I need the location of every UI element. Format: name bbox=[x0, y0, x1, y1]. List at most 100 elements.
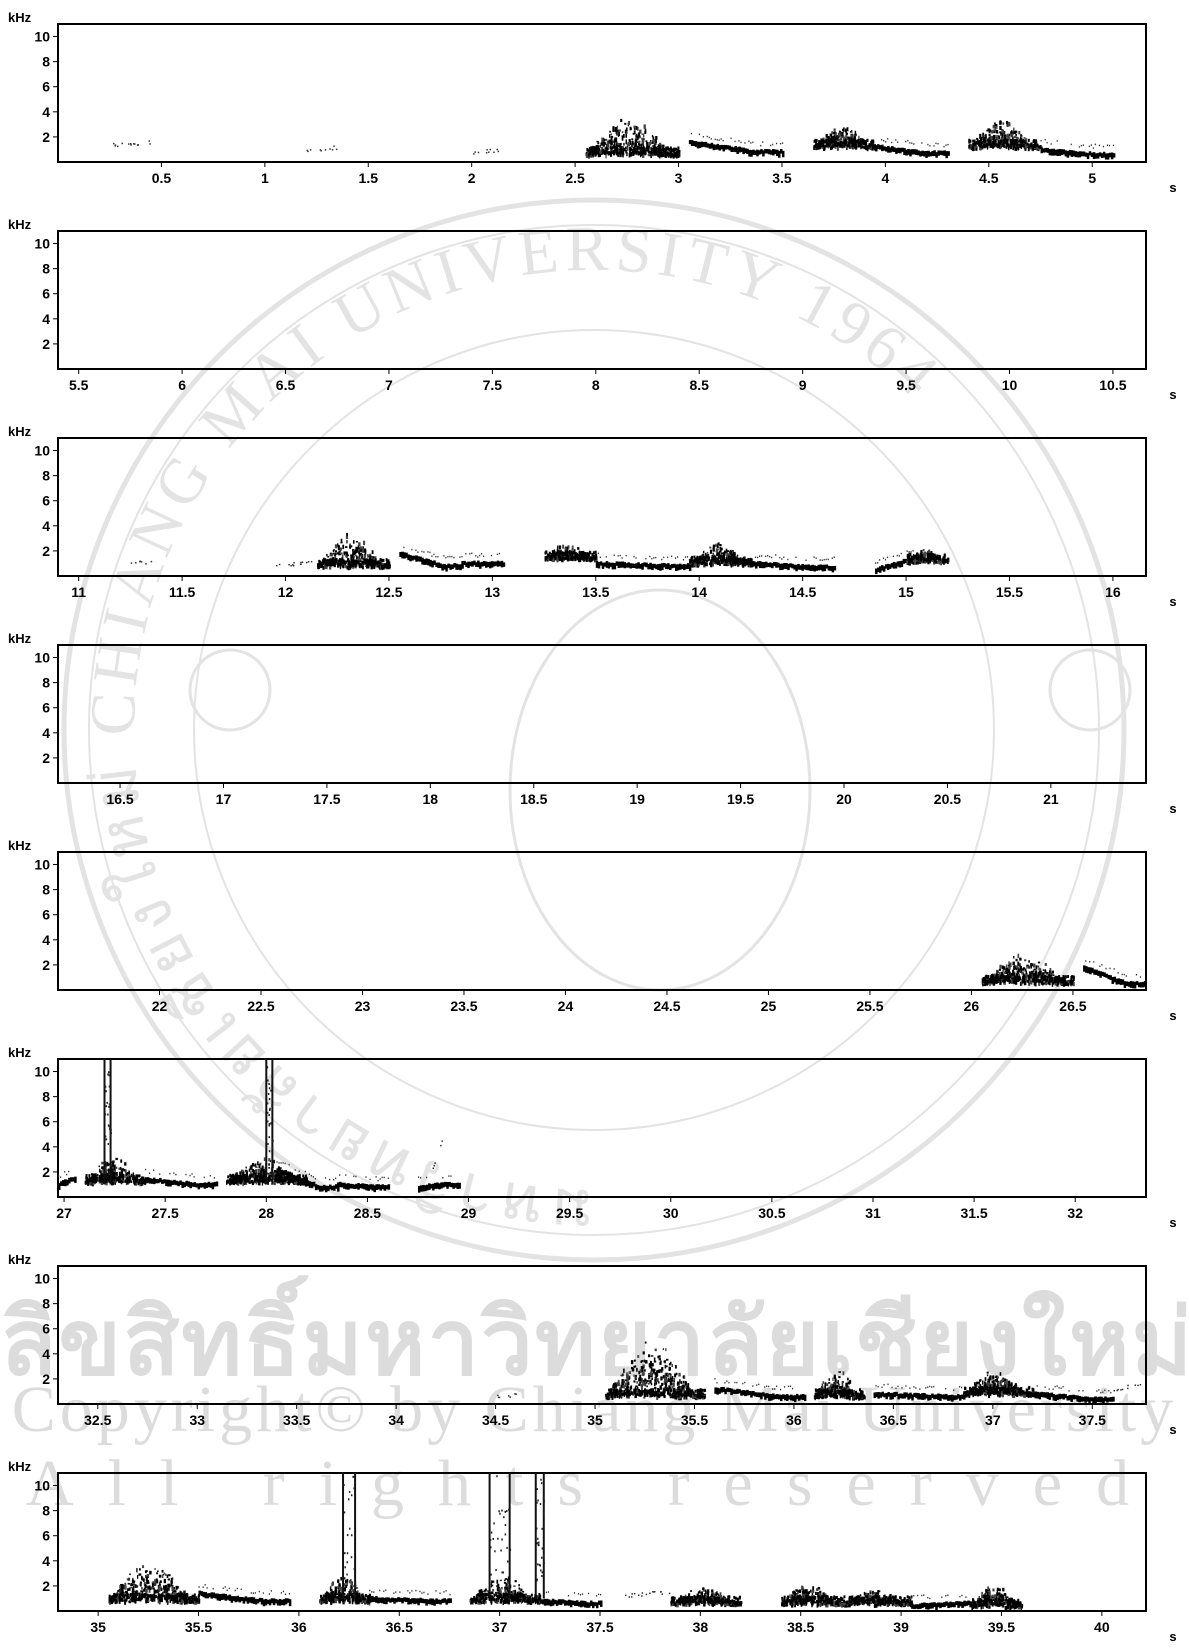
y-axis-unit-label: kHz bbox=[8, 631, 32, 646]
x-tick-label: 6 bbox=[178, 377, 186, 393]
x-tick-label: 12.5 bbox=[375, 584, 402, 600]
y-tick-label: 6 bbox=[42, 907, 50, 923]
y-tick-label: 6 bbox=[42, 79, 50, 95]
x-tick-label: 32 bbox=[1067, 1205, 1083, 1221]
y-tick-label: 4 bbox=[42, 518, 50, 534]
x-tick-label: 20.5 bbox=[934, 791, 961, 807]
x-tick-label: 1 bbox=[261, 170, 269, 186]
x-tick-label: 9.5 bbox=[896, 377, 916, 393]
x-tick-label: 40 bbox=[1094, 1619, 1110, 1635]
x-tick-label: 37 bbox=[985, 1412, 1001, 1428]
x-tick-label: 35.5 bbox=[185, 1619, 212, 1635]
vocalization-whistle bbox=[417, 1175, 461, 1193]
vocalization-faint bbox=[112, 140, 151, 148]
vocalization-faint bbox=[497, 1393, 517, 1399]
y-axis-unit-label: kHz bbox=[8, 1252, 32, 1267]
x-tick-label: 25 bbox=[761, 998, 777, 1014]
x-tick-label: 36 bbox=[786, 1412, 802, 1428]
vocalization-whistle bbox=[688, 132, 785, 158]
y-tick-label: 6 bbox=[42, 286, 50, 302]
x-tick-label: 11.5 bbox=[169, 584, 196, 600]
vocalization-click bbox=[534, 1473, 545, 1599]
x-tick-label: 24 bbox=[558, 998, 574, 1014]
vocalization-whistle bbox=[337, 1174, 391, 1193]
y-tick-label: 2 bbox=[42, 543, 50, 559]
x-tick-label: 8.5 bbox=[689, 377, 709, 393]
x-tick-label: 39 bbox=[893, 1619, 909, 1635]
x-tick-label: 26.5 bbox=[1059, 998, 1086, 1014]
x-tick-label: 3.5 bbox=[772, 170, 792, 186]
x-tick-label: 31.5 bbox=[960, 1205, 987, 1221]
y-tick-label: 2 bbox=[42, 1578, 50, 1594]
y-tick-label: 4 bbox=[42, 311, 50, 327]
y-tick-label: 4 bbox=[42, 725, 50, 741]
x-tick-label: 34 bbox=[388, 1412, 404, 1428]
y-axis-unit-label: kHz bbox=[8, 10, 32, 25]
y-tick-label: 6 bbox=[42, 1528, 50, 1544]
x-tick-label: 10.5 bbox=[1099, 377, 1126, 393]
x-tick-label: 35.5 bbox=[681, 1412, 708, 1428]
y-tick-label: 10 bbox=[34, 29, 50, 45]
vocalization-whistle bbox=[58, 1170, 77, 1191]
x-tick-label: 27 bbox=[56, 1205, 72, 1221]
x-tick-label: 7.5 bbox=[483, 377, 503, 393]
x-tick-label: 38.5 bbox=[787, 1619, 814, 1635]
plot-frame bbox=[57, 437, 1147, 577]
y-tick-label: 10 bbox=[34, 650, 50, 666]
y-tick-label: 8 bbox=[42, 675, 50, 691]
vocalization-click bbox=[488, 1473, 512, 1601]
y-tick-label: 10 bbox=[34, 857, 50, 873]
vocalization-faint bbox=[473, 148, 500, 155]
x-tick-label: 16 bbox=[1105, 584, 1121, 600]
y-tick-label: 6 bbox=[42, 493, 50, 509]
x-tick-label: 7 bbox=[385, 377, 393, 393]
x-tick-label: 36.5 bbox=[880, 1412, 907, 1428]
vocalization-burst bbox=[813, 1371, 866, 1401]
vocalization-whistle bbox=[911, 1594, 974, 1611]
y-axis-unit-label: kHz bbox=[8, 217, 32, 232]
vocalization-click bbox=[103, 1059, 112, 1185]
vocalization-click bbox=[342, 1473, 357, 1600]
x-tick-label: 12 bbox=[278, 584, 294, 600]
y-tick-label: 8 bbox=[42, 261, 50, 277]
vocalization-burst bbox=[318, 1576, 372, 1606]
x-tick-label: 13 bbox=[485, 584, 501, 600]
vocalization-burst bbox=[968, 120, 1043, 152]
x-tick-label: 23.5 bbox=[450, 998, 477, 1014]
vocalization-whistle bbox=[750, 554, 837, 573]
x-tick-label: 31 bbox=[865, 1205, 881, 1221]
vocalization-faint bbox=[275, 560, 313, 567]
vocalization-burst bbox=[981, 953, 1075, 987]
plot-frame bbox=[57, 1265, 1147, 1405]
vocalization-whistle bbox=[276, 1161, 340, 1193]
x-tick-label: 22.5 bbox=[247, 998, 274, 1014]
x-tick-label: 27.5 bbox=[152, 1205, 179, 1221]
x-tick-label: 0.5 bbox=[152, 170, 172, 186]
x-tick-label: 29.5 bbox=[556, 1205, 583, 1221]
vocalization-whistle bbox=[873, 1383, 966, 1402]
x-tick-label: 37 bbox=[492, 1619, 508, 1635]
x-axis-unit-label: s bbox=[1169, 1629, 1176, 1644]
plot-frame bbox=[57, 644, 1147, 784]
x-tick-label: 6.5 bbox=[276, 377, 296, 393]
y-tick-label: 8 bbox=[42, 1296, 50, 1312]
vocalization-burst bbox=[108, 1565, 201, 1605]
vocalization-whistle bbox=[1040, 138, 1116, 160]
vocalization-burst bbox=[813, 127, 877, 152]
y-tick-label: 8 bbox=[42, 882, 50, 898]
x-tick-label: 36 bbox=[291, 1619, 307, 1635]
x-tick-label: 38 bbox=[693, 1619, 709, 1635]
y-tick-label: 4 bbox=[42, 1139, 50, 1155]
x-tick-label: 34.5 bbox=[482, 1412, 509, 1428]
x-tick-label: 24.5 bbox=[653, 998, 680, 1014]
vocalization-faint bbox=[306, 145, 338, 153]
vocalization-whistle bbox=[144, 1168, 219, 1190]
vocalization-whistle bbox=[539, 1591, 603, 1609]
x-tick-label: 1.5 bbox=[359, 170, 379, 186]
vocalization-faint bbox=[1113, 1384, 1142, 1392]
y-tick-label: 10 bbox=[34, 1478, 50, 1494]
